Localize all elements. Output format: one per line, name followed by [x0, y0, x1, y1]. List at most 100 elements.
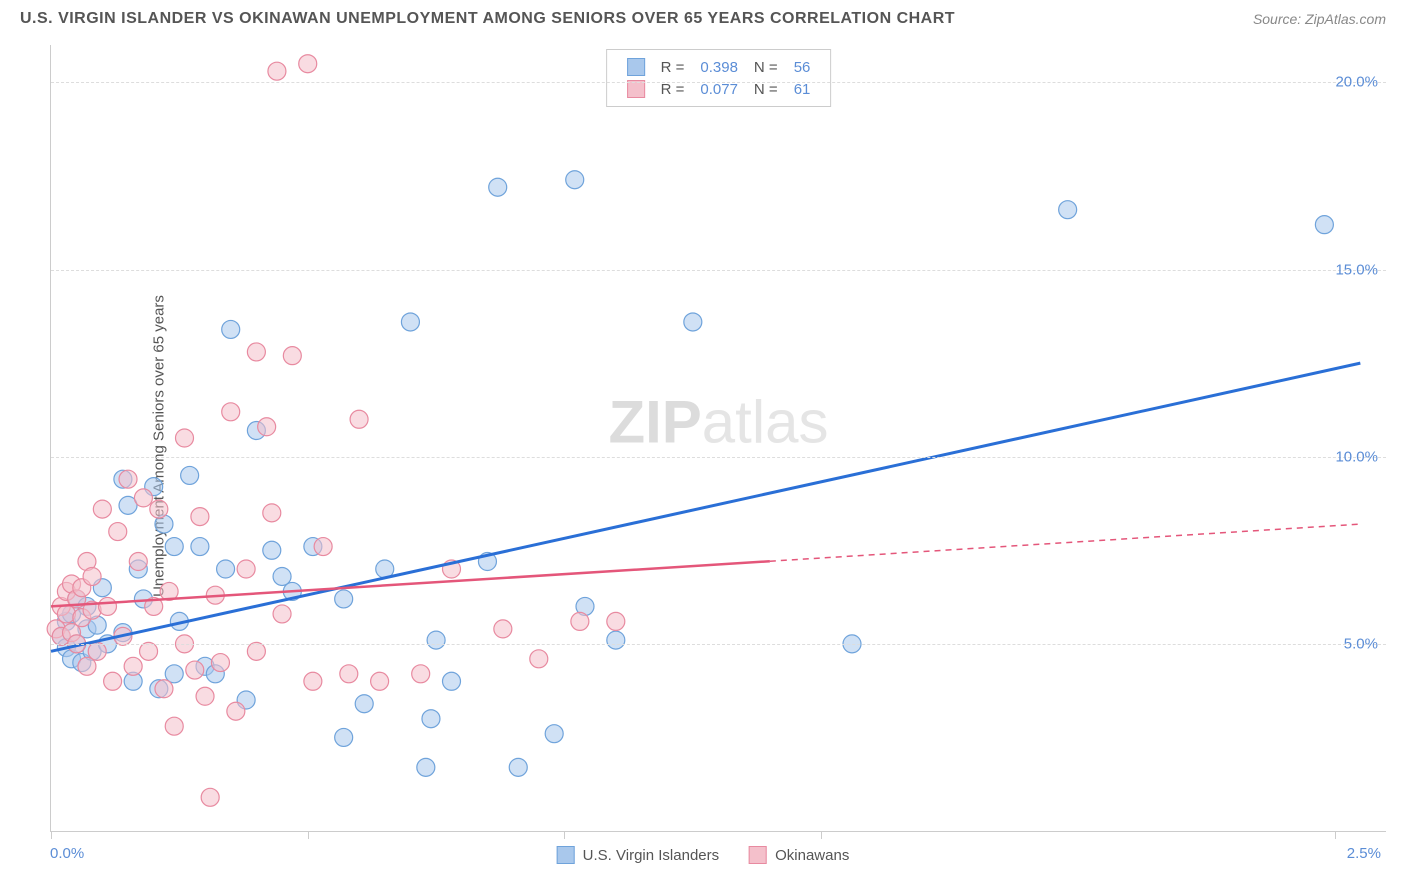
data-point — [222, 320, 240, 338]
data-point — [545, 725, 563, 743]
x-tick — [1335, 831, 1336, 839]
data-point — [211, 654, 229, 672]
data-point — [412, 665, 430, 683]
data-point — [263, 504, 281, 522]
y-tick-label: 20.0% — [1335, 74, 1378, 91]
data-point — [335, 728, 353, 746]
data-point — [268, 62, 286, 80]
data-point — [150, 500, 168, 518]
data-point — [83, 567, 101, 585]
data-point — [304, 672, 322, 690]
data-point — [129, 553, 147, 571]
data-point — [340, 665, 358, 683]
data-point — [98, 597, 116, 615]
data-point — [201, 788, 219, 806]
gridline — [51, 644, 1386, 645]
y-tick-label: 10.0% — [1335, 448, 1378, 465]
data-point — [371, 672, 389, 690]
data-point — [283, 347, 301, 365]
data-point — [109, 523, 127, 541]
data-point — [227, 702, 245, 720]
data-point — [443, 672, 461, 690]
legend-label: Okinawans — [775, 847, 849, 864]
data-point — [124, 657, 142, 675]
data-point — [530, 650, 548, 668]
legend-r-label: R = — [653, 56, 693, 78]
data-point — [191, 508, 209, 526]
legend-n-label: N = — [746, 78, 786, 100]
legend-row: R =0.398N =56 — [619, 56, 819, 78]
data-point — [417, 758, 435, 776]
x-tick-min: 0.0% — [50, 845, 84, 862]
legend-r-label: R = — [653, 78, 693, 100]
data-point — [176, 429, 194, 447]
data-point — [509, 758, 527, 776]
data-point — [571, 612, 589, 630]
x-tick — [564, 831, 565, 839]
scatter-chart: ZIPatlas R =0.398N =56R =0.077N =61 5.0%… — [50, 45, 1386, 832]
legend-r-value: 0.398 — [692, 56, 746, 78]
legend-label: U.S. Virgin Islanders — [583, 847, 719, 864]
data-point — [119, 470, 137, 488]
x-tick — [821, 831, 822, 839]
data-point — [684, 313, 702, 331]
data-point — [134, 489, 152, 507]
data-point — [489, 178, 507, 196]
legend-n-value: 61 — [786, 78, 819, 100]
data-point — [566, 171, 584, 189]
data-point — [494, 620, 512, 638]
trend-line — [51, 363, 1360, 651]
data-point — [155, 680, 173, 698]
data-point — [427, 631, 445, 649]
x-tick-max: 2.5% — [1347, 845, 1381, 862]
data-point — [140, 642, 158, 660]
correlation-legend: R =0.398N =56R =0.077N =61 — [606, 49, 832, 107]
data-point — [258, 418, 276, 436]
source-label: Source: ZipAtlas.com — [1253, 11, 1386, 27]
data-point — [247, 343, 265, 361]
data-point — [1315, 216, 1333, 234]
legend-swatch-icon — [627, 58, 645, 76]
x-tick — [308, 831, 309, 839]
data-point — [93, 500, 111, 518]
data-point — [247, 642, 265, 660]
data-point — [299, 55, 317, 73]
legend-item: U.S. Virgin Islanders — [557, 846, 719, 864]
plot-svg — [51, 45, 1386, 831]
y-tick-label: 15.0% — [1335, 261, 1378, 278]
gridline — [51, 270, 1386, 271]
data-point — [196, 687, 214, 705]
series-legend: U.S. Virgin Islanders Okinawans — [557, 846, 850, 864]
data-point — [217, 560, 235, 578]
legend-n-value: 56 — [786, 56, 819, 78]
legend-row: R =0.077N =61 — [619, 78, 819, 100]
data-point — [165, 717, 183, 735]
legend-item: Okinawans — [749, 846, 849, 864]
data-point — [607, 612, 625, 630]
gridline — [51, 82, 1386, 83]
y-tick-label: 5.0% — [1344, 635, 1378, 652]
data-point — [335, 590, 353, 608]
x-tick — [51, 831, 52, 839]
data-point — [350, 410, 368, 428]
data-point — [314, 538, 332, 556]
data-point — [165, 538, 183, 556]
data-point — [88, 642, 106, 660]
data-point — [607, 631, 625, 649]
data-point — [401, 313, 419, 331]
legend-r-value: 0.077 — [692, 78, 746, 100]
legend-swatch-icon — [749, 846, 767, 864]
gridline — [51, 457, 1386, 458]
data-point — [186, 661, 204, 679]
trend-line-dashed — [770, 524, 1360, 561]
data-point — [263, 541, 281, 559]
data-point — [104, 672, 122, 690]
data-point — [191, 538, 209, 556]
legend-swatch-icon — [557, 846, 575, 864]
data-point — [237, 560, 255, 578]
data-point — [181, 466, 199, 484]
data-point — [422, 710, 440, 728]
data-point — [1059, 201, 1077, 219]
chart-title: U.S. VIRGIN ISLANDER VS OKINAWAN UNEMPLO… — [20, 10, 955, 28]
trend-line — [51, 561, 770, 606]
